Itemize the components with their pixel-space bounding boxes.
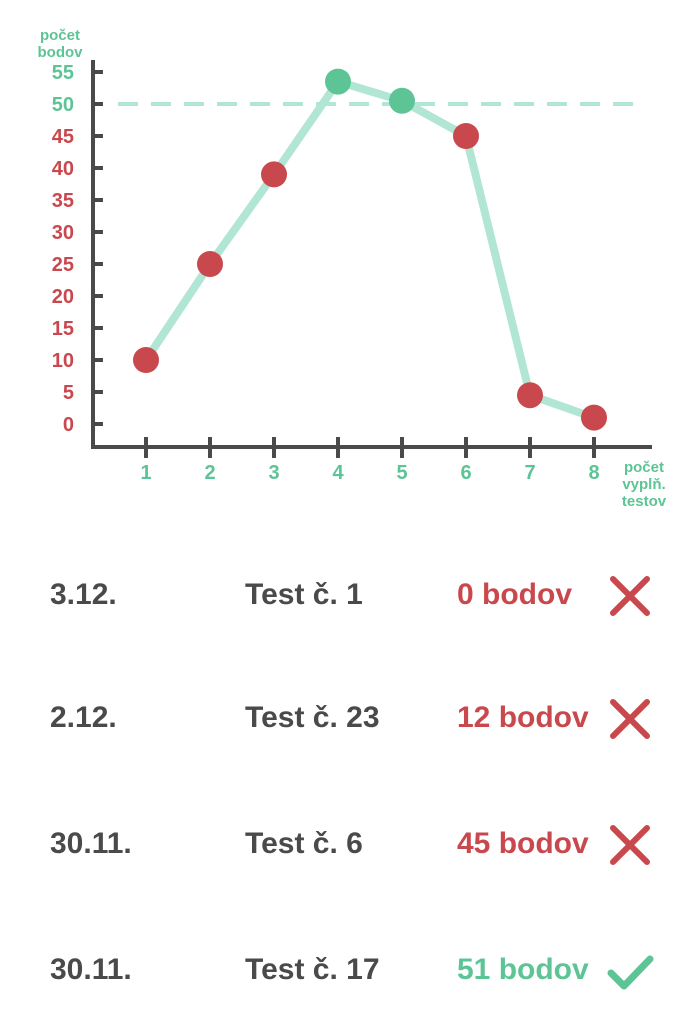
cross-icon — [610, 699, 650, 739]
data-point — [325, 68, 351, 95]
list-item[interactable]: 30.11. Test č. 6 45 bodov — [0, 814, 700, 874]
result-date: 2.12. — [50, 701, 117, 734]
result-score: 0 bodov — [457, 578, 573, 611]
data-point — [581, 404, 607, 431]
data-point — [453, 123, 479, 149]
y-tick-label: 10 — [52, 350, 74, 372]
result-test-name: Test č. 1 — [245, 578, 363, 611]
x-tick-label: 7 — [524, 462, 535, 484]
x-tick-label: 4 — [332, 462, 344, 484]
y-tick-label: 45 — [52, 126, 74, 148]
list-item[interactable]: 30.11. Test č. 17 51 bodov — [0, 940, 700, 1000]
y-tick-label: 55 — [52, 62, 74, 84]
result-date: 3.12. — [50, 578, 117, 611]
x-tick-label: 1 — [140, 462, 151, 484]
x-axis-title: vyplň. — [622, 476, 665, 493]
result-test-name: Test č. 23 — [245, 701, 380, 734]
y-tick-label: 20 — [52, 286, 74, 308]
x-tick-label: 2 — [204, 462, 215, 484]
y-tick-label: 30 — [52, 222, 74, 244]
cross-icon — [610, 576, 650, 616]
data-point — [261, 161, 287, 188]
y-axis-title: bodov — [38, 44, 84, 61]
y-tick-label: 5 — [63, 382, 74, 404]
data-point — [389, 87, 415, 114]
result-date: 30.11. — [50, 953, 132, 986]
x-tick-label: 5 — [396, 462, 407, 484]
x-tick-label: 3 — [268, 462, 279, 484]
cross-icon — [610, 825, 650, 865]
data-point — [517, 382, 543, 409]
y-tick-label: 40 — [52, 158, 74, 180]
x-axis-title: testov — [622, 493, 667, 510]
check-icon — [607, 955, 654, 990]
data-point — [197, 251, 223, 277]
result-test-name: Test č. 6 — [245, 827, 363, 860]
result-date: 30.11. — [50, 827, 132, 860]
result-score: 45 bodov — [457, 827, 589, 860]
x-tick-label: 6 — [460, 462, 471, 484]
result-score: 12 bodov — [457, 701, 589, 734]
y-tick-label: 0 — [63, 414, 74, 436]
list-item[interactable]: 2.12. Test č. 23 12 bodov — [0, 688, 700, 748]
x-axis-title: počet — [624, 459, 664, 476]
list-item[interactable]: 3.12. Test č. 1 0 bodov — [0, 565, 700, 625]
x-tick-label: 8 — [588, 462, 599, 484]
result-score: 51 bodov — [457, 953, 589, 986]
y-tick-label: 15 — [52, 318, 74, 340]
series-line — [142, 77, 598, 422]
y-tick-label: 50 — [52, 94, 74, 116]
data-point — [133, 347, 159, 373]
y-tick-label: 35 — [52, 190, 74, 212]
y-tick-label: 25 — [52, 254, 74, 276]
result-test-name: Test č. 17 — [245, 953, 380, 986]
y-axis-title: počet — [40, 27, 80, 44]
